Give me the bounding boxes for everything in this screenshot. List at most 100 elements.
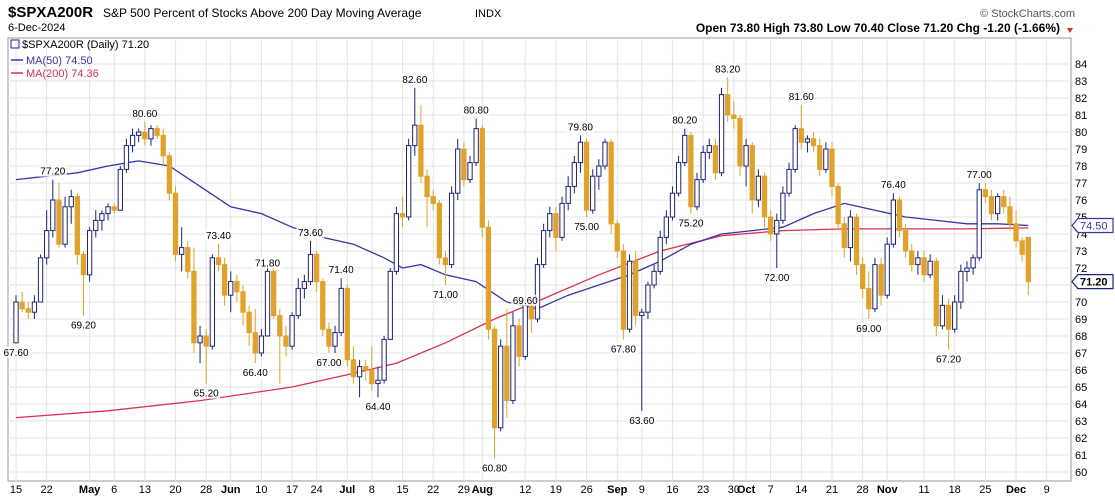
candle-body — [68, 196, 74, 208]
candle — [301, 274, 308, 299]
candle — [56, 183, 62, 248]
candle-body — [13, 301, 19, 344]
candle — [498, 339, 504, 432]
candle — [718, 87, 725, 177]
candle — [902, 223, 909, 258]
x-tick-label: 12 — [519, 484, 531, 496]
data-label: 71.80 — [255, 258, 280, 269]
y-tick-label: 66 — [1075, 365, 1087, 377]
candle-body — [111, 206, 117, 211]
candle-body — [271, 270, 277, 317]
data-label-bg — [130, 107, 159, 119]
candle — [841, 217, 847, 258]
candle-body — [344, 287, 350, 361]
candle — [1001, 189, 1007, 214]
candle — [313, 251, 320, 292]
candle-body — [1007, 206, 1013, 225]
candle — [461, 142, 467, 187]
candle-body — [866, 287, 872, 310]
candle-body — [553, 213, 559, 238]
data-label: 79.80 — [568, 122, 593, 133]
y-tick-label: 84 — [1075, 59, 1087, 71]
candle — [418, 104, 424, 183]
candle — [982, 183, 989, 204]
candle-body — [412, 124, 418, 147]
candle-body — [958, 270, 964, 303]
candle — [136, 128, 142, 143]
candle-body — [663, 216, 669, 238]
candle-body — [185, 247, 191, 272]
data-label: 67.60 — [3, 348, 28, 359]
candle — [356, 359, 363, 398]
data-label: 80.60 — [132, 109, 157, 120]
candle-body — [332, 332, 338, 347]
candle-body — [62, 206, 68, 245]
candle-body — [142, 131, 148, 140]
price-tags-layer: 74.50 71.20 — [1071, 217, 1114, 290]
candle-body — [50, 199, 56, 232]
candle-body — [982, 189, 989, 198]
candle — [571, 155, 577, 194]
candle-body — [301, 281, 308, 289]
candle-body — [884, 243, 890, 296]
candle-body — [675, 162, 682, 194]
candle — [332, 325, 338, 353]
candle-body — [577, 141, 584, 164]
candle-body — [645, 284, 651, 313]
y-tick-label: 65 — [1075, 382, 1087, 394]
data-label: 80.20 — [672, 116, 697, 127]
candle-body — [847, 216, 854, 249]
candle — [350, 346, 357, 384]
candle — [737, 115, 743, 177]
candle-body — [442, 257, 449, 266]
candle-body — [491, 328, 498, 429]
candle-body — [1001, 196, 1007, 208]
candle-body — [774, 219, 780, 235]
candle — [860, 257, 866, 299]
candle — [1007, 196, 1013, 231]
x-tick-label: 15 — [396, 484, 408, 496]
candle-body — [399, 213, 406, 218]
candle — [878, 257, 884, 306]
candle — [590, 169, 596, 214]
data-label: 71.00 — [433, 290, 458, 301]
candle — [209, 254, 215, 350]
candle-body — [651, 270, 657, 286]
candle — [326, 322, 332, 353]
candle — [68, 189, 74, 224]
candle-body — [93, 219, 99, 232]
x-tick-label: 19 — [550, 484, 562, 496]
candle-body — [436, 202, 442, 259]
data-label-bg — [2, 346, 30, 358]
candle-body — [283, 335, 289, 347]
candle — [915, 251, 921, 275]
data-label: 64.40 — [365, 402, 390, 413]
candle-body — [105, 206, 111, 215]
candle — [504, 308, 510, 418]
candle — [774, 213, 780, 268]
data-label-bg — [854, 323, 883, 334]
candle-body — [804, 138, 811, 143]
candle-body — [712, 145, 719, 174]
data-label: 75.20 — [678, 219, 703, 230]
candle-body — [80, 253, 87, 276]
chart-description: S&P 500 Percent of Stocks Above 200 Day … — [103, 6, 422, 20]
candle-body — [786, 168, 792, 194]
candle-body — [583, 141, 590, 211]
candle — [945, 298, 952, 350]
data-label: 80.80 — [464, 105, 489, 116]
y-tick-label: 62 — [1075, 433, 1087, 445]
candle-body — [363, 366, 369, 371]
candle-body — [890, 199, 896, 245]
candle — [479, 125, 485, 238]
candle — [577, 135, 584, 173]
candle-body — [203, 335, 209, 347]
candle — [939, 295, 946, 330]
data-label-bg — [676, 217, 705, 229]
candle-body — [602, 141, 608, 167]
chart-exchange: INDX — [475, 8, 502, 20]
candle — [93, 210, 99, 238]
data-label-bg — [713, 63, 742, 75]
x-tick-label: 9 — [639, 484, 645, 496]
candle — [50, 179, 56, 238]
